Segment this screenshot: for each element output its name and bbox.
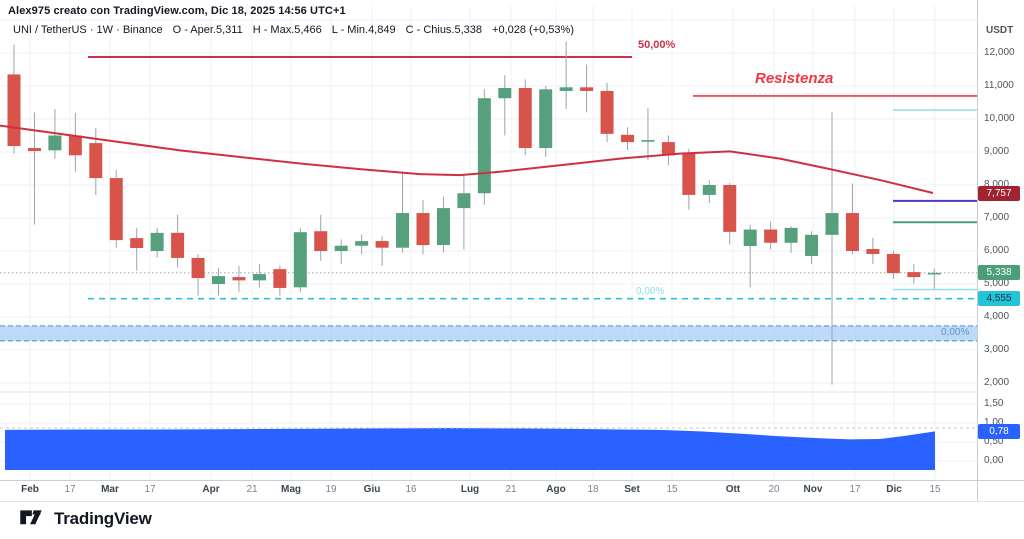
ohlc-high: H - Max.5,466 (252, 24, 322, 36)
time-tick: Feb (21, 484, 39, 495)
tradingview-logo-icon (20, 510, 42, 525)
price-tick: 8,000 (984, 179, 1010, 190)
tradingview-logo[interactable]: TradingView (20, 508, 152, 530)
indicator-tick: 0,00 (984, 455, 1004, 466)
time-tick: Ago (546, 484, 566, 495)
time-tick: 17 (64, 484, 76, 495)
chart-legend: Alex975 creato con TradingView.com, Dic … (8, 5, 574, 36)
time-tick: 18 (587, 484, 599, 495)
price-tick: 10,000 (984, 113, 1015, 124)
time-tick: Lug (460, 484, 480, 495)
ohlc-open: O - Aper.5,311 (172, 24, 243, 36)
price-tick: 3,000 (984, 344, 1010, 355)
support-zone-label: 0,00% (941, 327, 970, 339)
price-tick: 2,000 (984, 377, 1010, 388)
last-price-badge: 5,338 (978, 265, 1020, 281)
price-axis-currency-label: USDT (986, 25, 1014, 36)
time-tick: Dic (886, 484, 902, 495)
symbol-title[interactable]: UNI / TetherUS · 1W · Binance (13, 24, 163, 36)
fib-50-label: 50,00% (638, 39, 676, 51)
price-tick: 4,000 (984, 311, 1010, 322)
time-tick: Apr (202, 484, 220, 495)
time-tick: 21 (246, 484, 258, 495)
price-tick: 11,000 (984, 80, 1014, 91)
price-tick: 7,000 (984, 212, 1010, 223)
attribution-text: Alex975 creato con TradingView.com, Dic … (8, 5, 346, 17)
time-tick: 16 (405, 484, 417, 495)
price-tick: 12,000 (984, 47, 1015, 58)
tradingview-logo-text: TradingView (54, 509, 152, 528)
time-tick: 17 (144, 484, 156, 495)
time-tick: 17 (849, 484, 861, 495)
price-tick: 5,000 (984, 278, 1010, 289)
time-tick: Mar (101, 484, 119, 495)
ma-value-badge: 7,757 (978, 185, 1020, 201)
ohlc-low: L - Min.4,849 (331, 24, 396, 36)
ohlc-close: C - Chius.5,338 (405, 24, 483, 36)
time-tick: 15 (929, 484, 941, 495)
time-tick: Nov (803, 484, 823, 495)
time-tick: Giu (363, 484, 381, 495)
indicator-tick: 1,50 (984, 398, 1004, 409)
price-tick: 6,000 (984, 245, 1010, 256)
time-tick: 15 (666, 484, 678, 495)
symbol-ohlc-row: UNI / TetherUS · 1W · Binance O - Aper.5… (13, 24, 574, 36)
time-tick: 21 (505, 484, 517, 495)
price-tick: 9,000 (984, 146, 1010, 157)
time-tick: Mag (281, 484, 301, 495)
indicator-tick: 0,50 (984, 436, 1004, 447)
indicator-value-badge: 0,78 (978, 423, 1020, 439)
fib-0-label: 0,00% (636, 286, 665, 297)
indicator-tick: 1,00 (984, 417, 1004, 428)
time-tick: Ott (725, 484, 741, 495)
time-tick: 20 (768, 484, 780, 495)
price-change: +0,028 (+0,53%) (492, 24, 574, 36)
time-tick: Set (624, 484, 640, 495)
resistenza-annotation[interactable]: Resistenza (755, 70, 834, 87)
fib-level-badge: 4,555 (978, 291, 1020, 307)
time-tick: 19 (325, 484, 337, 495)
